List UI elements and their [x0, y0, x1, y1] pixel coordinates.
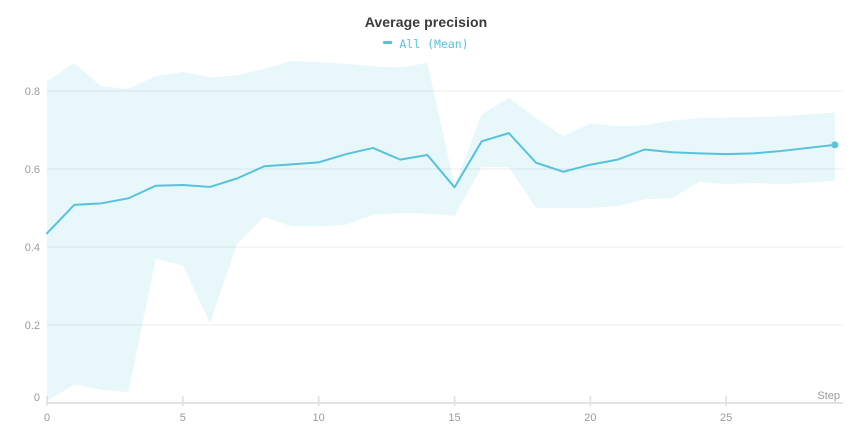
x-tick-label: 20: [584, 412, 596, 424]
x-tick-label: 10: [313, 412, 325, 424]
y-tick-label: 0.4: [25, 242, 40, 254]
y-tick-label: 0.2: [25, 320, 40, 332]
chart-title: Average precision: [364, 14, 488, 30]
x-tick-label: 0: [44, 412, 50, 424]
confidence-band: [47, 60, 835, 402]
x-axis-title: Step: [817, 390, 840, 402]
mean-line: [46, 132, 836, 235]
legend-line-swatch-icon: [383, 40, 393, 44]
y-tick-label: 0: [34, 392, 40, 404]
legend-item-all-mean[interactable]: All (Mean): [0, 35, 852, 53]
y-tick-label: 0.8: [25, 86, 40, 98]
x-tick-label: 5: [180, 412, 186, 424]
y-tick-label: 0.6: [25, 164, 40, 176]
x-tick-label: 15: [448, 412, 460, 424]
legend-label: All (Mean): [399, 37, 469, 51]
last-point-marker: [831, 141, 839, 149]
x-tick-label: 25: [720, 412, 732, 424]
